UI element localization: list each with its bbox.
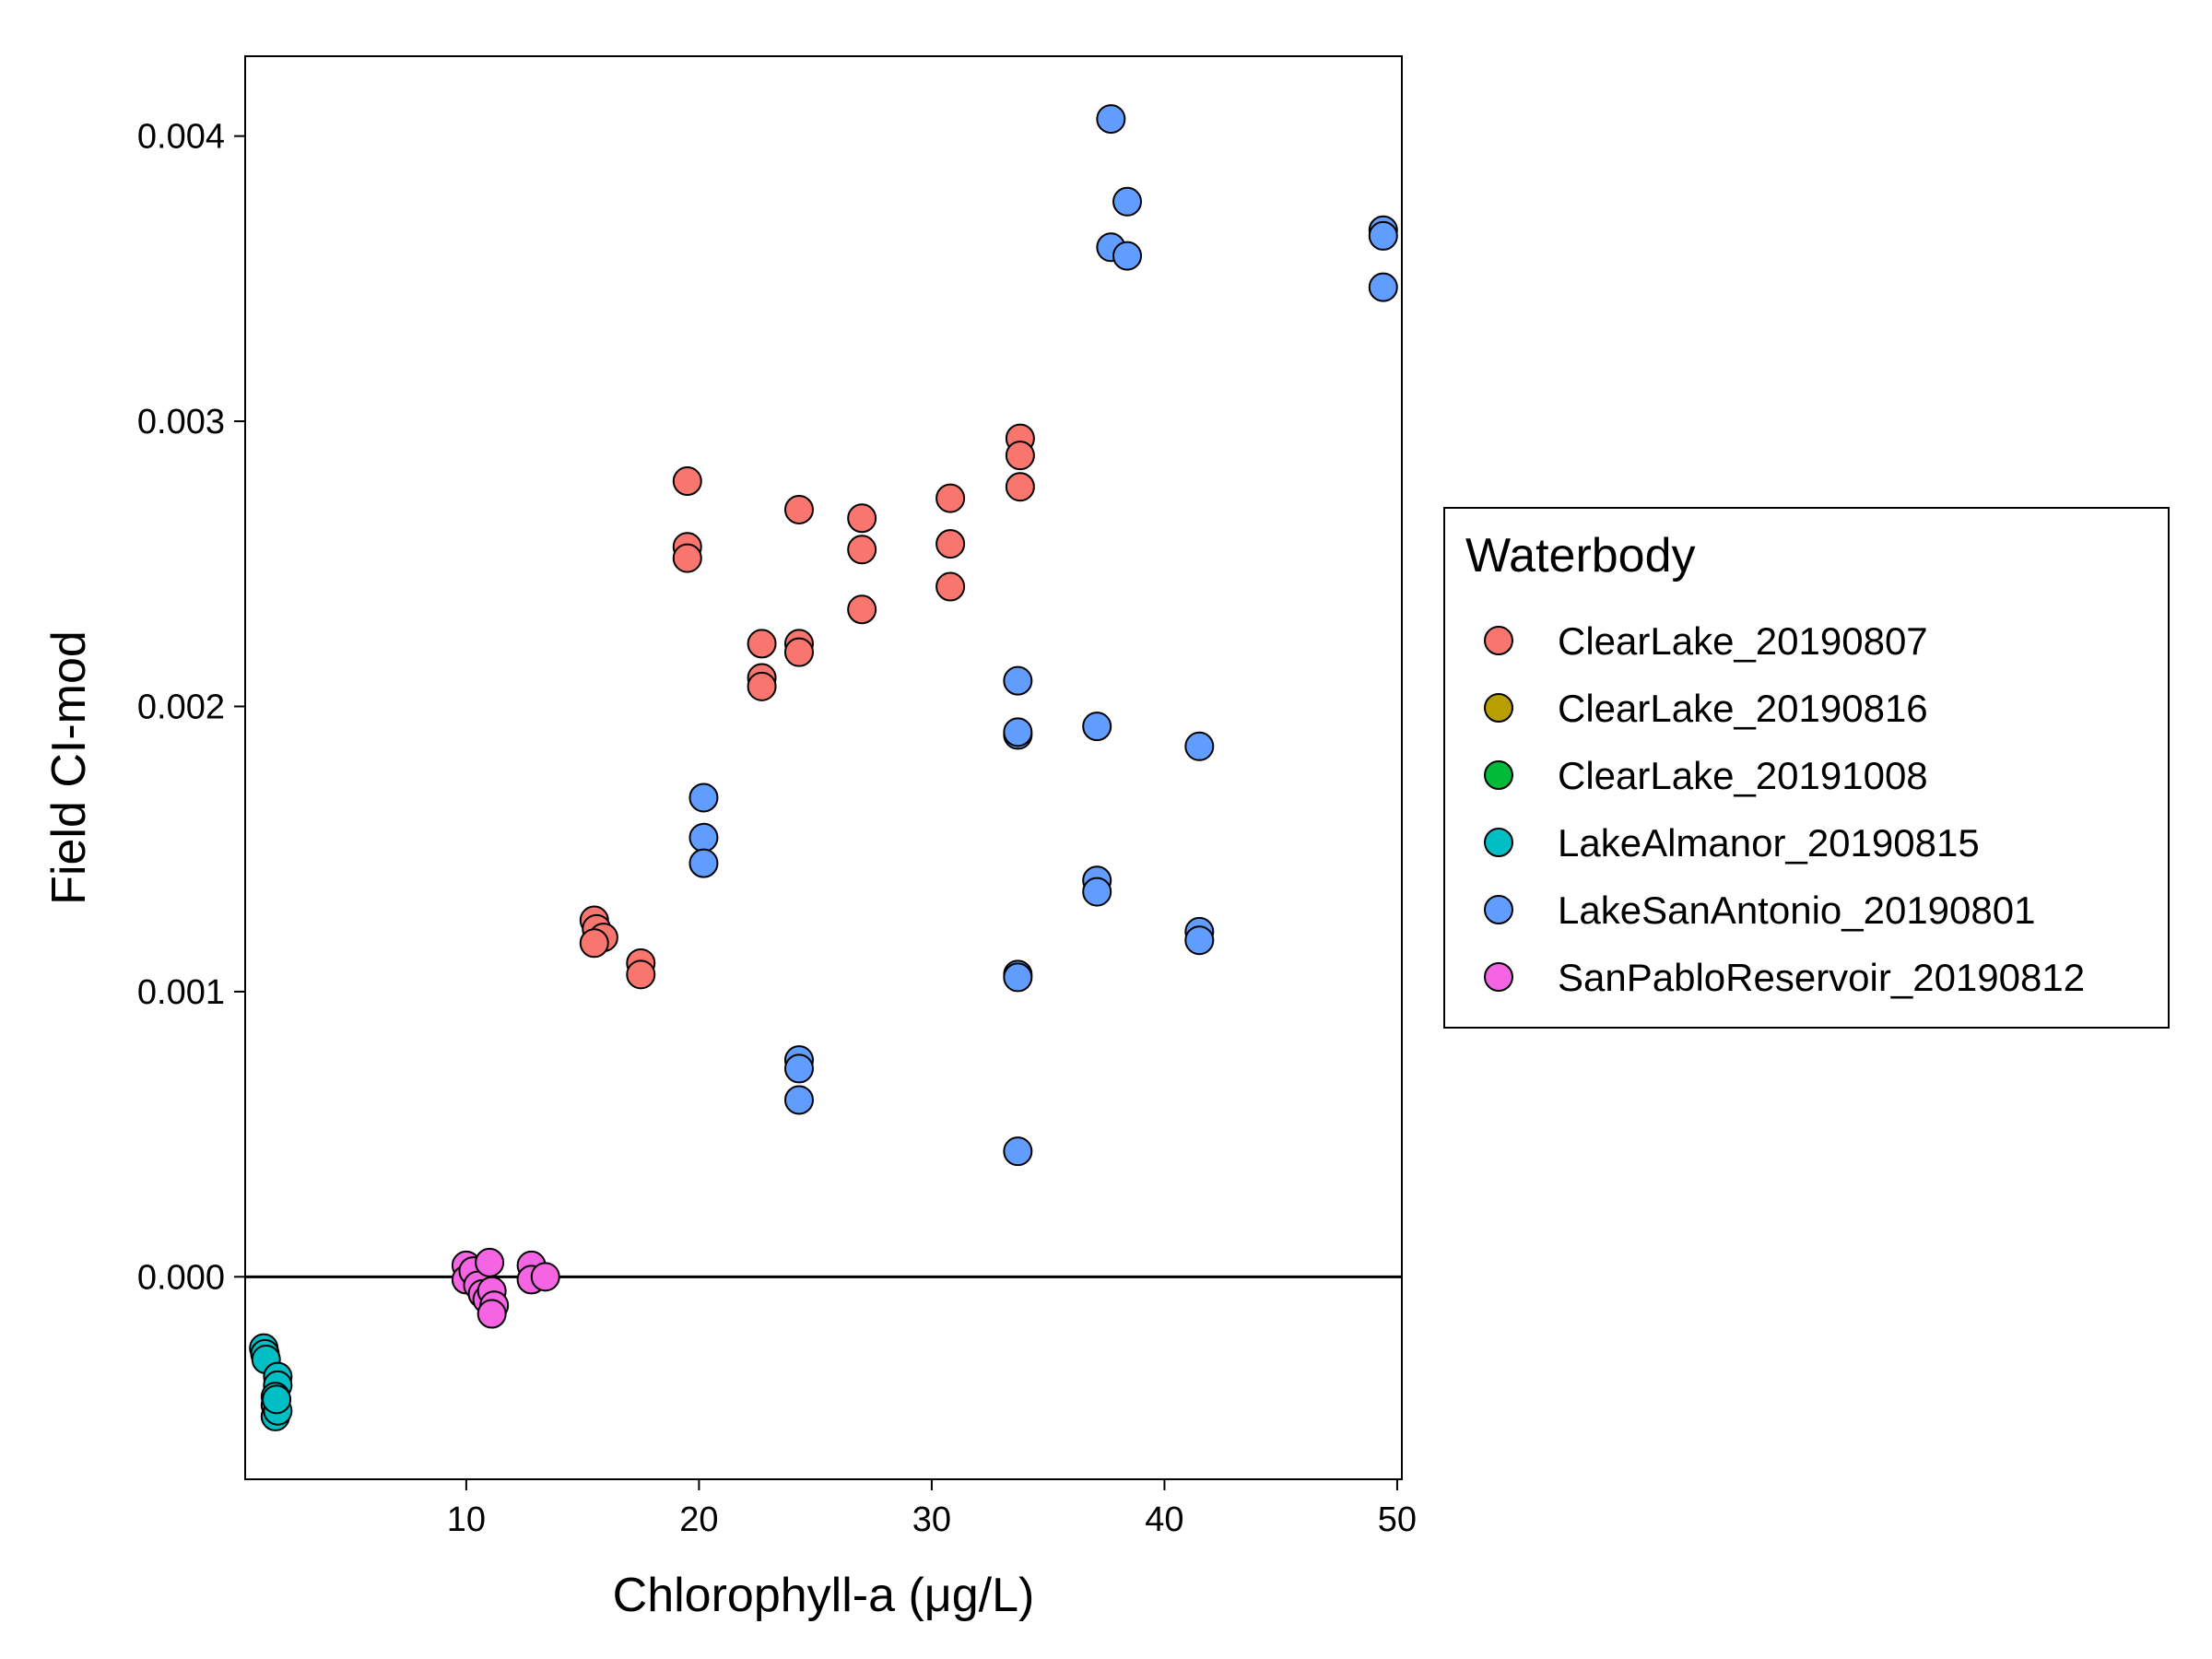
data-point <box>783 494 814 524</box>
data-point <box>847 503 877 534</box>
data-point <box>672 466 702 497</box>
data-point <box>1003 1136 1033 1167</box>
legend-key <box>1484 693 1513 723</box>
data-point <box>1368 220 1398 251</box>
data-point <box>747 629 777 659</box>
data-point <box>847 535 877 565</box>
plot-panel-border <box>244 55 1403 1480</box>
y-tick-label: 0.003 <box>137 403 225 441</box>
data-point <box>1082 877 1112 907</box>
data-point <box>783 1085 814 1115</box>
data-point <box>477 1299 507 1329</box>
legend-label: ClearLake_20190816 <box>1558 687 1928 730</box>
data-point <box>847 594 877 625</box>
data-point <box>783 637 814 667</box>
legend: Waterbody ClearLake_20190807 ClearLake_20… <box>1443 507 2170 1029</box>
data-point <box>935 529 966 559</box>
x-tick-label: 10 <box>447 1500 486 1539</box>
data-point <box>688 848 719 878</box>
data-point <box>1096 104 1126 135</box>
data-point <box>1005 441 1035 471</box>
data-point <box>1368 272 1398 302</box>
y-axis-title: Field CI-mod <box>42 630 96 905</box>
legend-key <box>1484 962 1513 992</box>
legend-title: Waterbody <box>1465 529 1696 582</box>
legend-key <box>1484 626 1513 655</box>
y-tick-label: 0.004 <box>137 118 225 157</box>
data-point <box>672 543 702 573</box>
data-point <box>262 1384 292 1415</box>
data-point <box>475 1247 505 1277</box>
axis-ticks: 10 20 30 40 50 0.000 0.001 0.002 0.003 0.004 <box>137 118 1417 1539</box>
data-point <box>1003 962 1033 993</box>
data-points <box>249 104 1398 1431</box>
data-point <box>1112 241 1143 271</box>
y-tick-label: 0.000 <box>137 1258 225 1297</box>
data-point <box>783 1053 814 1084</box>
y-tick-label: 0.002 <box>137 688 225 726</box>
legend-label: ClearLake_20190807 <box>1558 619 1928 663</box>
data-point <box>1112 186 1143 217</box>
legend-label: LakeSanAntonio_20190801 <box>1558 888 2035 932</box>
data-point <box>688 822 719 853</box>
y-tick-label: 0.001 <box>137 973 225 1012</box>
data-point <box>747 671 777 701</box>
data-point <box>579 928 609 959</box>
data-point <box>1003 665 1033 696</box>
data-point <box>530 1262 560 1292</box>
legend-key <box>1484 828 1513 857</box>
legend-key <box>1484 895 1513 924</box>
x-tick-label: 50 <box>1378 1500 1417 1539</box>
data-point <box>935 483 966 513</box>
legend-key <box>1484 760 1513 790</box>
data-point <box>1003 717 1033 747</box>
data-point <box>626 959 656 990</box>
x-tick-label: 40 <box>1145 1500 1183 1539</box>
legend-box <box>1443 507 2170 1029</box>
data-point <box>935 571 966 602</box>
legend-label: ClearLake_20191008 <box>1558 754 1928 797</box>
x-tick-label: 20 <box>679 1500 718 1539</box>
data-point <box>1005 472 1035 502</box>
data-point <box>1184 925 1215 956</box>
data-point <box>688 782 719 813</box>
x-axis-title: Chlorophyll-a (μg/L) <box>613 1569 1035 1622</box>
x-tick-label: 30 <box>912 1500 951 1539</box>
data-point <box>1184 731 1215 761</box>
data-point <box>1082 712 1112 742</box>
legend-label: LakeAlmanor_20190815 <box>1558 821 1980 865</box>
legend-label: SanPabloReservoir_20190812 <box>1558 956 2085 999</box>
